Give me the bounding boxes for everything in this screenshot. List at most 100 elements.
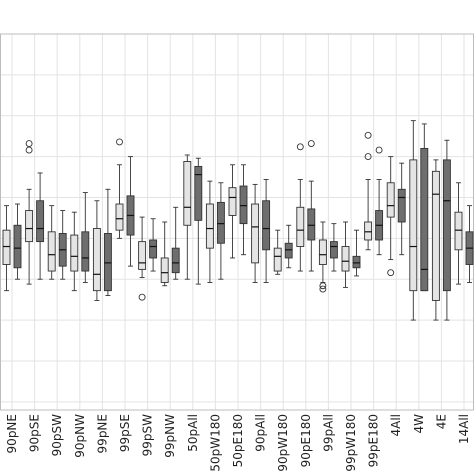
box-iqr xyxy=(2,229,11,265)
box-50pE180-series-1 xyxy=(228,164,237,259)
box-iqr xyxy=(239,185,248,225)
box-iqr xyxy=(420,147,429,292)
box-99pAll-series-2 xyxy=(329,223,338,272)
box-90pE180-series-2 xyxy=(307,140,316,272)
box-iqr xyxy=(364,221,373,241)
box-99pE180-series-2 xyxy=(375,146,384,256)
box-14All-series-2 xyxy=(465,205,474,283)
tick-label-99pSW: 99pSW xyxy=(141,414,155,457)
box-iqr xyxy=(454,211,463,251)
box-99pNE-series-2 xyxy=(103,188,112,297)
box-iqr xyxy=(115,203,124,231)
box-iqr xyxy=(341,246,350,272)
box-iqr xyxy=(216,201,225,244)
tick-label-50pW180: 50pW180 xyxy=(208,414,222,472)
box-iqr xyxy=(160,257,169,283)
tick-label-99pNE: 99pNE xyxy=(95,414,109,453)
box-iqr xyxy=(171,247,180,274)
category-tick-labels: 90pNE 90pSE 90pSW 90pNW 99pNE 99pSE 99pSW 99pNW… xyxy=(5,414,471,472)
box-90pSW-series-2 xyxy=(58,210,67,280)
outlier-point xyxy=(296,143,304,151)
tick-label-99pNW: 99pNW xyxy=(163,414,177,458)
box-iqr xyxy=(183,161,192,226)
tick-label-99pSE: 99pSE xyxy=(118,414,132,452)
box-iqr xyxy=(70,234,79,272)
box-99pNW-series-2 xyxy=(171,206,180,280)
box-90pNW-series-2 xyxy=(81,192,90,283)
box-90pNE-series-2 xyxy=(13,203,22,280)
gridlines xyxy=(0,34,474,410)
box-99pW180-series-2 xyxy=(352,229,361,277)
box-iqr xyxy=(284,242,293,259)
box-90pE180-series-1 xyxy=(296,143,305,272)
outlier-point xyxy=(116,138,123,146)
box-4E-series-2 xyxy=(442,139,451,321)
box-90pW180-series-1 xyxy=(273,229,282,275)
tick-label-4All: 4All xyxy=(389,414,403,437)
box-iqr xyxy=(194,165,203,221)
box-50pW180-series-2 xyxy=(216,182,225,280)
box-iqr xyxy=(81,231,90,272)
box-50pAll-series-1 xyxy=(183,154,192,280)
box-iqr xyxy=(273,247,282,272)
box-90pAll-series-1 xyxy=(251,183,260,283)
tick-label-90pNW: 90pNW xyxy=(73,414,87,458)
box-99pSE-series-1 xyxy=(115,138,124,239)
box-99pSW-series-2 xyxy=(149,218,158,272)
tick-label-14All: 14All xyxy=(457,414,471,444)
box-90pAll-series-2 xyxy=(262,179,271,283)
box-90pSE-series-1 xyxy=(25,140,34,285)
box-14All-series-1 xyxy=(454,182,463,285)
outlier-point xyxy=(387,269,395,277)
box-iqr xyxy=(442,159,451,292)
box-50pW180-series-1 xyxy=(205,180,214,283)
box-iqr xyxy=(36,200,45,243)
tick-label-99pW180: 99pW180 xyxy=(344,414,358,472)
box-99pE180-series-1 xyxy=(364,131,373,251)
outlier-point xyxy=(25,146,33,154)
box-iqr xyxy=(386,182,395,218)
box-iqr xyxy=(149,239,158,259)
outlier-point xyxy=(364,131,372,139)
tick-label-90pE180: 90pE180 xyxy=(299,414,313,467)
box-99pW180-series-1 xyxy=(341,221,350,288)
box-90pSE-series-2 xyxy=(36,172,45,280)
box-iqr xyxy=(307,208,316,241)
box-iqr xyxy=(251,203,260,264)
box-90pSW-series-1 xyxy=(47,205,56,280)
box-99pNW-series-1 xyxy=(160,221,169,287)
box-50pE180-series-2 xyxy=(239,164,248,256)
tick-label-90pW180: 90pW180 xyxy=(276,414,290,472)
box-99pSW-series-1 xyxy=(138,216,147,301)
tick-label-90pAll: 90pAll xyxy=(254,414,268,452)
tick-label-90pSE: 90pSE xyxy=(28,414,42,452)
box-iqr xyxy=(262,200,271,251)
box-iqr xyxy=(92,228,101,292)
box-90pW180-series-2 xyxy=(284,224,293,269)
box-iqr xyxy=(409,159,418,292)
box-iqr xyxy=(228,187,237,216)
box-iqr xyxy=(47,231,56,272)
box-iqr xyxy=(138,241,147,270)
box-iqr xyxy=(103,232,112,292)
outlier-point xyxy=(319,285,327,293)
outlier-point xyxy=(364,153,372,161)
outlier-point xyxy=(138,293,146,301)
outlier-point xyxy=(307,140,315,147)
box-iqr xyxy=(205,203,214,249)
box-4E-series-1 xyxy=(431,159,440,321)
box-iqr xyxy=(431,170,440,301)
box-iqr xyxy=(352,255,361,269)
box-iqr xyxy=(25,210,34,243)
box-99pSE-series-2 xyxy=(126,156,135,267)
box-4W-series-2 xyxy=(420,123,429,292)
tick-label-99pAll: 99pAll xyxy=(321,414,335,452)
box-series xyxy=(2,120,474,321)
box-iqr xyxy=(13,224,22,269)
tick-label-4E: 4E xyxy=(434,414,448,429)
box-iqr xyxy=(318,239,327,265)
tick-label-90pSW: 90pSW xyxy=(50,414,64,457)
tick-label-99pE180: 99pE180 xyxy=(367,414,381,467)
tick-label-4W: 4W xyxy=(412,414,426,434)
